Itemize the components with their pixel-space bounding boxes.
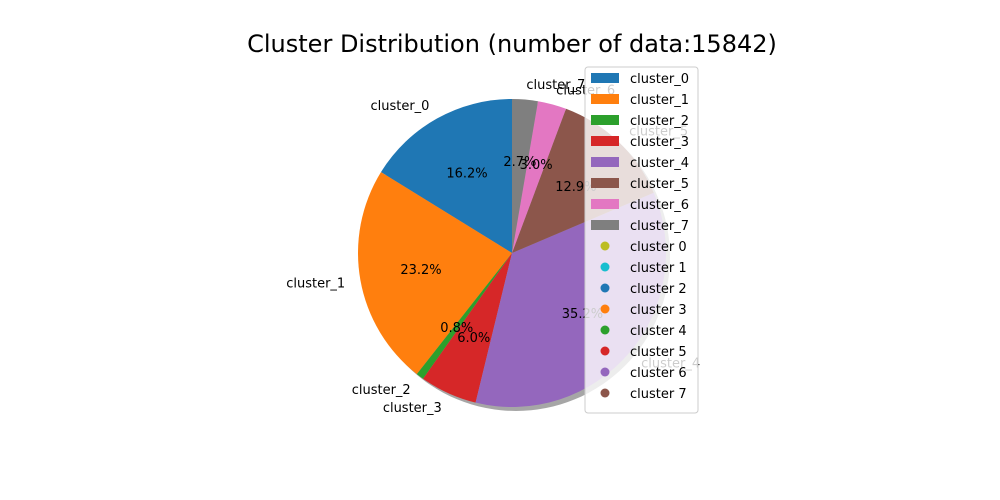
pie-slice-cluster-2 [416, 253, 512, 379]
chart-title: Cluster Distribution (number of data:158… [247, 30, 777, 58]
legend-label-cluster-2: cluster_2 [630, 114, 689, 129]
slice-label-cluster-3: cluster_3 [383, 401, 442, 416]
pct-label-cluster-6: 3.0% [520, 158, 553, 173]
slice-label-cluster-0: cluster_0 [370, 99, 429, 114]
pie-slice-cluster-7 [512, 99, 539, 253]
legend-label-cluster-1: cluster 1 [630, 261, 687, 276]
pct-label-cluster-2: 0.8% [440, 321, 473, 336]
legend-marker-cluster-7 [600, 388, 610, 398]
legend-patch-cluster-0 [591, 73, 619, 83]
legend-label-cluster-3: cluster_3 [630, 135, 689, 150]
legend-label-cluster-3: cluster 3 [630, 303, 687, 318]
legend-marker-cluster-6 [600, 367, 610, 377]
legend-marker-cluster-1 [600, 262, 610, 272]
legend-patch-cluster-2 [591, 115, 619, 125]
legend-frame [584, 66, 699, 414]
legend-label-cluster-5: cluster_5 [630, 177, 689, 192]
legend-marker-cluster-3 [600, 304, 610, 314]
legend-marker-cluster-4 [600, 325, 610, 335]
legend: cluster_0 cluster_1 cluster_2 cluster_3clus… [584, 66, 699, 414]
legend-label-cluster-1: cluster_1 [630, 93, 689, 108]
legend-label-cluster-2: cluster 2 [630, 282, 687, 297]
legend-label-cluster-6: cluster_6 [630, 198, 689, 213]
legend-marker-cluster-0 [600, 241, 610, 251]
legend-label-cluster-7: cluster 7 [630, 387, 687, 402]
legend-patch-cluster-6 [591, 199, 619, 209]
pie-slice-cluster-1 [357, 172, 512, 375]
legend-label-cluster-6: cluster 6 [630, 366, 687, 381]
pie-slice-cluster-0 [380, 99, 512, 253]
legend-label-cluster-5: cluster 5 [630, 345, 687, 360]
legend-patch-cluster-5 [591, 178, 619, 188]
slice-label-cluster-1: cluster_1 [286, 277, 345, 292]
slice-label-cluster-2: cluster_2 [352, 383, 411, 398]
pct-label-cluster-7: 2.7% [503, 155, 536, 170]
legend-marker-cluster-2 [600, 283, 610, 293]
slice-label-cluster-7: cluster_7 [526, 78, 585, 93]
legend-marker-cluster-5 [600, 346, 610, 356]
pie-slice-cluster-3 [423, 253, 512, 403]
legend-label-cluster-4: cluster_4 [630, 156, 689, 171]
pie-slice-cluster-6 [512, 101, 566, 254]
legend-patch-cluster-4 [591, 157, 619, 167]
pie-percent-labels: 16.2%23.2%0.8%6.0%35.2%12.9%3.0%2.7% [400, 155, 603, 346]
legend-label-cluster-0: cluster_0 [630, 72, 689, 87]
legend-label-cluster-0: cluster 0 [630, 240, 687, 255]
pct-label-cluster-0: 16.2% [446, 166, 487, 181]
legend-patch-cluster-3 [591, 136, 619, 146]
legend-patch-cluster-7 [591, 220, 619, 230]
legend-patch-cluster-1 [591, 94, 619, 104]
pct-label-cluster-1: 23.2% [400, 263, 441, 278]
pct-label-cluster-3: 6.0% [457, 331, 490, 346]
legend-label-cluster-4: cluster 4 [630, 324, 687, 339]
legend-label-cluster-7: cluster_7 [630, 219, 689, 234]
